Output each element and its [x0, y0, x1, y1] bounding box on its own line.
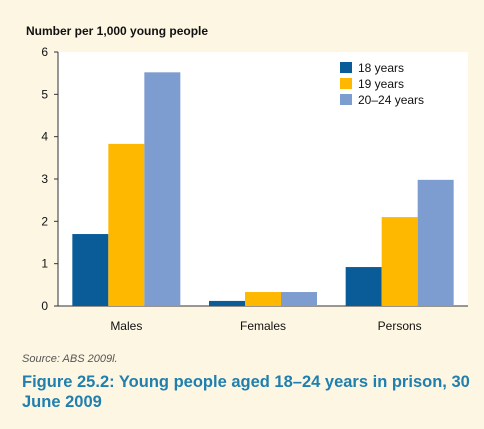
- x-tick-label: Females: [240, 319, 286, 333]
- y-tick-label: 1: [41, 257, 48, 271]
- y-tick-label: 2: [41, 214, 48, 228]
- bar: [245, 292, 281, 306]
- y-tick-label: 0: [41, 299, 48, 313]
- y-axis-label: Number per 1,000 young people: [26, 24, 208, 38]
- bar: [144, 72, 181, 306]
- legend-swatch: [340, 62, 352, 73]
- legend-swatch: [340, 78, 352, 89]
- legend: 18 years 19 years 20–24 years: [340, 61, 424, 107]
- source-note: Source: ABS 2009l.: [22, 353, 118, 365]
- bar: [345, 267, 382, 306]
- bar: [209, 300, 245, 306]
- legend-label: 20–24 years: [358, 93, 424, 107]
- figure-caption: Figure 25.2: Young people aged 18–24 yea…: [22, 373, 470, 411]
- legend-label: 18 years: [358, 61, 404, 75]
- x-tick-label: Males: [110, 319, 142, 333]
- x-tick-label: Persons: [378, 319, 422, 333]
- y-tick-label: 5: [41, 87, 48, 101]
- y-tick-label: 4: [41, 130, 48, 144]
- bar: [72, 234, 109, 306]
- x-tick-labels: Males Females Persons: [110, 319, 421, 333]
- bar: [417, 179, 454, 306]
- y-ticks: 0 1 2 3 4 5 6: [41, 45, 58, 313]
- bars: [72, 72, 454, 306]
- y-tick-label: 6: [41, 45, 48, 59]
- y-tick-label: 3: [41, 172, 48, 186]
- bar: [281, 292, 317, 306]
- legend-swatch: [340, 94, 352, 105]
- bar: [108, 143, 145, 306]
- bar-chart: Number per 1,000 young people 0 1 2 3 4 5 6 Ma…: [26, 24, 468, 333]
- bar: [381, 217, 418, 306]
- legend-label: 19 years: [358, 77, 404, 91]
